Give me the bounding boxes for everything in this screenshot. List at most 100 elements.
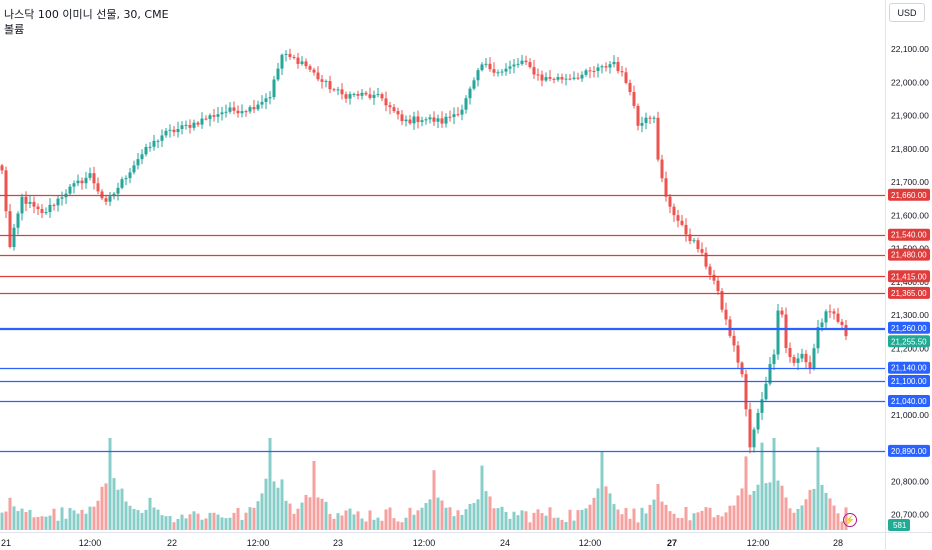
volume-bar: [12, 506, 16, 530]
volume-bar: [80, 509, 84, 530]
candle-body: [316, 72, 320, 80]
candle-body: [396, 111, 400, 115]
volume-bar: [744, 456, 748, 530]
candle-body: [24, 196, 28, 204]
time-tick-label: 23: [333, 538, 343, 548]
volume-bar: [600, 451, 604, 530]
candle-body: [204, 118, 208, 120]
candle-body: [276, 68, 280, 80]
volume-bar: [308, 497, 312, 530]
volume-bar: [260, 493, 264, 530]
candle-body: [752, 429, 756, 448]
volume-bar: [792, 512, 796, 530]
volume-bar: [680, 518, 684, 530]
lightning-icon[interactable]: ⚡: [843, 513, 857, 527]
volume-bar: [316, 497, 320, 530]
current-price-label: 21,255.50: [891, 337, 927, 346]
volume-bar: [588, 504, 592, 530]
candle-body: [656, 117, 660, 160]
candle-body: [564, 78, 568, 80]
volume-bar: [132, 508, 136, 530]
candle-body: [832, 311, 836, 314]
price-tick-label: 20,800.00: [891, 476, 929, 486]
candle-body: [32, 201, 36, 207]
candle-body: [580, 74, 584, 79]
candle-body: [548, 77, 552, 79]
volume-bar: [152, 507, 156, 530]
horizontal-levels[interactable]: [0, 194, 885, 453]
time-tick-label: 22: [167, 538, 177, 548]
candle-body: [536, 74, 540, 76]
candle-body: [116, 187, 120, 194]
volume-bar: [820, 484, 824, 530]
candle-body: [672, 206, 676, 216]
volume-bar: [760, 442, 764, 530]
level-price-label: 20,890.00: [891, 447, 927, 456]
volume-bar: [672, 513, 676, 530]
volume-indicator-label[interactable]: 볼륨: [4, 23, 25, 36]
volume-bar: [664, 504, 668, 530]
volume-bar: [176, 518, 180, 530]
candle-body: [572, 77, 576, 79]
candle-body: [496, 72, 500, 74]
volume-bar: [184, 518, 188, 530]
candle-body: [704, 252, 708, 267]
price-tick-label: 22,000.00: [891, 77, 929, 87]
volume-bar: [280, 479, 284, 530]
volume-bar: [360, 518, 364, 530]
candle-body: [272, 79, 276, 98]
volume-bar: [4, 511, 8, 530]
candle-body: [560, 77, 564, 80]
candle-body: [504, 68, 508, 72]
volume-bar: [788, 508, 792, 530]
volume-bar: [436, 497, 440, 530]
volume-bar: [668, 511, 672, 530]
candle-body: [784, 314, 788, 349]
time-axis[interactable]: 21 12:00 22 12:00 23 12:00 24 12:00 27 12:00 28: [1, 538, 843, 548]
volume-bar: [520, 510, 524, 530]
candle-body: [360, 92, 364, 96]
volume-bar: [656, 484, 660, 530]
volume-bar: [508, 518, 512, 530]
volume-bar: [752, 490, 756, 530]
candle-body: [320, 79, 324, 82]
volume-bar: [232, 512, 236, 530]
candle-body: [288, 53, 292, 57]
candle-body: [764, 383, 768, 400]
candle-body: [700, 249, 704, 253]
volume-bar: [808, 489, 812, 530]
price-tick-label: 21,900.00: [891, 111, 929, 121]
candle-body: [788, 348, 792, 358]
candle-body: [312, 69, 316, 73]
volume-bar: [636, 522, 640, 530]
candle-body: [676, 215, 680, 221]
volume-bar: [60, 507, 64, 530]
volume-bar: [52, 508, 56, 530]
candle-body: [364, 92, 368, 95]
volume-bar: [240, 519, 244, 530]
candle-body: [240, 111, 244, 114]
currency-button[interactable]: USD: [889, 3, 925, 22]
volume-bar: [168, 516, 172, 530]
candle-body: [104, 198, 108, 202]
volume-bar: [616, 509, 620, 530]
volume-bar: [740, 488, 744, 530]
candle-body: [260, 101, 264, 105]
volume-bar: [276, 487, 280, 530]
candle-body: [480, 64, 484, 71]
volume-bar: [712, 517, 716, 530]
candle-body: [40, 209, 44, 213]
volume-bar: [472, 503, 476, 530]
volume-bar: [8, 497, 12, 530]
level-price-label: 21,140.00: [891, 364, 927, 373]
candle-body: [308, 66, 312, 70]
volume-bar: [496, 508, 500, 530]
volume-bar: [444, 507, 448, 530]
candle-body: [696, 240, 700, 250]
symbol-title[interactable]: 나스닥 100 이미니 선물, 30, CME: [4, 8, 169, 21]
candle-body: [644, 117, 648, 123]
candle-body: [244, 111, 248, 113]
candle-body: [772, 354, 776, 365]
